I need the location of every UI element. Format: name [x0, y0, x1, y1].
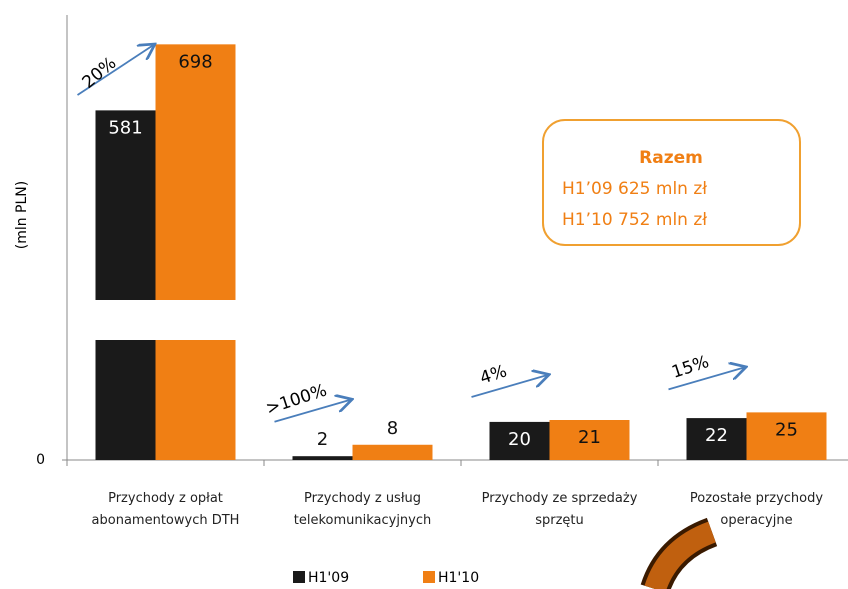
bar-lower [155, 340, 236, 460]
data-label: 581 [108, 117, 142, 138]
legend-label: H1'09 [308, 570, 349, 586]
legend-swatch [423, 571, 435, 583]
data-label: 8 [387, 418, 398, 439]
y-tick-label: 0 [36, 452, 45, 468]
bar [686, 418, 747, 460]
y-axis-label: (mln PLN) [14, 181, 30, 250]
total-box [542, 119, 801, 246]
data-label: 2 [317, 429, 328, 450]
data-label: 25 [775, 419, 798, 440]
legend-label: H1'10 [438, 570, 479, 586]
total-line: H1’10 752 mln zł [562, 210, 707, 230]
growth-label: >100% [264, 381, 330, 419]
decoration [644, 521, 717, 589]
growth-label: 4% [478, 361, 510, 388]
data-label: 20 [508, 429, 531, 450]
bar [352, 444, 433, 460]
bar-lower [95, 340, 156, 460]
bar [489, 421, 550, 460]
bar [549, 420, 630, 460]
x-tick-label: Przychody ze sprzedaży sprzętu [481, 491, 638, 528]
x-tick-label: Przychody z usług telekomunikacyjnych [293, 491, 432, 528]
growth-arrow [274, 400, 351, 423]
bar-segment [352, 444, 433, 460]
bar-segment [686, 418, 747, 460]
bar [746, 412, 827, 460]
data-label: 21 [578, 427, 601, 448]
bar [95, 110, 156, 460]
total-line: H1’09 625 mln zł [562, 179, 707, 199]
bar-segment [489, 421, 550, 460]
growth-label: 20% [79, 53, 121, 93]
bar-segment [746, 412, 827, 460]
bar-segment [292, 456, 353, 460]
bar [292, 456, 353, 460]
legend-swatch [293, 571, 305, 583]
bar-upper [155, 44, 236, 301]
data-label: 22 [705, 425, 728, 446]
x-tick-label: Przychody z opłat abonamentowych DTH [91, 491, 240, 528]
bar-upper [95, 110, 156, 300]
total-title: Razem [639, 148, 703, 168]
growth-arrow [77, 45, 154, 96]
data-label: 698 [178, 51, 212, 72]
x-tick-label: Pozostałe przychody operacyjne [689, 491, 824, 528]
growth-arrow [471, 375, 548, 398]
growth-arrow [668, 367, 745, 391]
bar [155, 44, 236, 460]
bar-segment [549, 420, 630, 460]
